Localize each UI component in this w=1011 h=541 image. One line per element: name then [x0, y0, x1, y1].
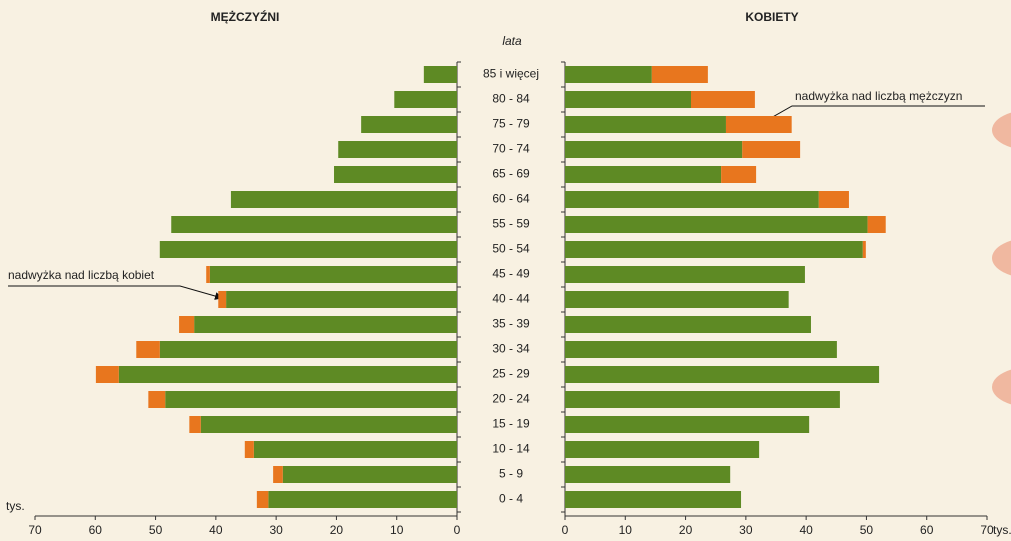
- bar-segment: [160, 241, 457, 258]
- bar-segment: [565, 316, 811, 333]
- x-tick-label: 30: [739, 523, 753, 537]
- bar-segment: [565, 166, 721, 183]
- bar-segment: [868, 216, 886, 233]
- category-label: 60 - 64: [492, 192, 530, 206]
- category-label: 80 - 84: [492, 92, 530, 106]
- bar-segment: [136, 341, 160, 358]
- bar-segment: [863, 241, 866, 258]
- bar-segment: [726, 116, 792, 133]
- bar-segment: [148, 391, 165, 408]
- bar-segment: [565, 341, 837, 358]
- category-label: 25 - 29: [492, 367, 530, 381]
- x-tick-label: 60: [920, 523, 934, 537]
- category-label: 10 - 14: [492, 442, 530, 456]
- bar-segment: [254, 441, 457, 458]
- bar-segment: [565, 291, 789, 308]
- x-tick-label: 30: [269, 523, 283, 537]
- bar-segment: [257, 491, 268, 508]
- bar-segment: [565, 366, 879, 383]
- x-tick-label: 20: [330, 523, 344, 537]
- bar-segment: [565, 116, 726, 133]
- bar-segment: [189, 416, 200, 433]
- bar-segment: [819, 191, 849, 208]
- category-label: 50 - 54: [492, 242, 530, 256]
- category-label: 85 i więcej: [483, 67, 539, 81]
- bar-segment: [165, 391, 457, 408]
- annotation: nadwyżka nad liczbą mężczyzn: [795, 89, 962, 103]
- bar-segment: [194, 316, 457, 333]
- annotation: nadwyżka nad liczbą kobiet: [8, 268, 155, 282]
- bar-segment: [565, 391, 840, 408]
- bar-segment: [721, 166, 756, 183]
- category-label: 0 - 4: [499, 492, 523, 506]
- bar-segment: [273, 466, 283, 483]
- bar-segment: [231, 191, 457, 208]
- bar-segment: [691, 91, 755, 108]
- x-tick-label: 50: [860, 523, 874, 537]
- bar-segment: [96, 366, 119, 383]
- x-tick-label: 40: [799, 523, 813, 537]
- category-label: 30 - 34: [492, 342, 530, 356]
- bar-segment: [394, 91, 457, 108]
- x-axis-label: tys.: [993, 523, 1011, 537]
- bar-segment: [565, 91, 691, 108]
- bar-segment: [283, 466, 457, 483]
- category-label: 75 - 79: [492, 117, 530, 131]
- x-tick-label: 70: [28, 523, 42, 537]
- category-label: 15 - 19: [492, 417, 530, 431]
- category-label: 35 - 39: [492, 317, 530, 331]
- bar-segment: [565, 491, 741, 508]
- bar-segment: [361, 116, 457, 133]
- category-label: 55 - 59: [492, 217, 530, 231]
- right-title: KOBIETY: [745, 10, 798, 24]
- left-title: MĘŻCZYŹNI: [211, 9, 280, 24]
- bar-segment: [565, 241, 863, 258]
- bar-segment: [210, 266, 457, 283]
- chart: MĘŻCZYŹNI KOBIETY lata tys. tys. nadwyżk…: [0, 0, 1011, 541]
- bar-segment: [206, 266, 210, 283]
- bar-segment: [565, 466, 730, 483]
- bar-segment: [201, 416, 457, 433]
- bar-segment: [334, 166, 457, 183]
- bar-segment: [338, 141, 457, 158]
- x-tick-label: 60: [89, 523, 103, 537]
- category-label: 5 - 9: [499, 467, 523, 481]
- bar-segment: [160, 341, 457, 358]
- bar-segment: [179, 316, 194, 333]
- x-tick-label: 10: [619, 523, 633, 537]
- bar-segment: [119, 366, 457, 383]
- bar-segment: [652, 66, 708, 83]
- category-label: 20 - 24: [492, 392, 530, 406]
- bar-segment: [218, 291, 226, 308]
- bar-segment: [565, 216, 868, 233]
- x-tick-label: 20: [679, 523, 693, 537]
- x-tick-label: 50: [149, 523, 163, 537]
- bar-segment: [565, 416, 809, 433]
- category-label: 70 - 74: [492, 142, 530, 156]
- bar-segment: [565, 441, 759, 458]
- category-label: 65 - 69: [492, 167, 530, 181]
- x-axis-label: tys.: [6, 499, 25, 513]
- bar-segment: [171, 216, 457, 233]
- bar-segment: [245, 441, 254, 458]
- bar-segment: [565, 66, 652, 83]
- bar-segment: [565, 191, 819, 208]
- x-tick-label: 40: [209, 523, 223, 537]
- bar-segment: [226, 291, 457, 308]
- bar-segment: [565, 141, 742, 158]
- category-title: lata: [502, 34, 522, 48]
- x-tick-label: 10: [390, 523, 404, 537]
- category-label: 40 - 44: [492, 292, 530, 306]
- bar-segment: [424, 66, 457, 83]
- bar-segment: [565, 266, 805, 283]
- bar-segment: [268, 491, 457, 508]
- x-tick-label: 0: [562, 523, 569, 537]
- bar-segment: [742, 141, 800, 158]
- x-tick-label: 70: [980, 523, 994, 537]
- category-label: 45 - 49: [492, 267, 530, 281]
- x-tick-label: 0: [454, 523, 461, 537]
